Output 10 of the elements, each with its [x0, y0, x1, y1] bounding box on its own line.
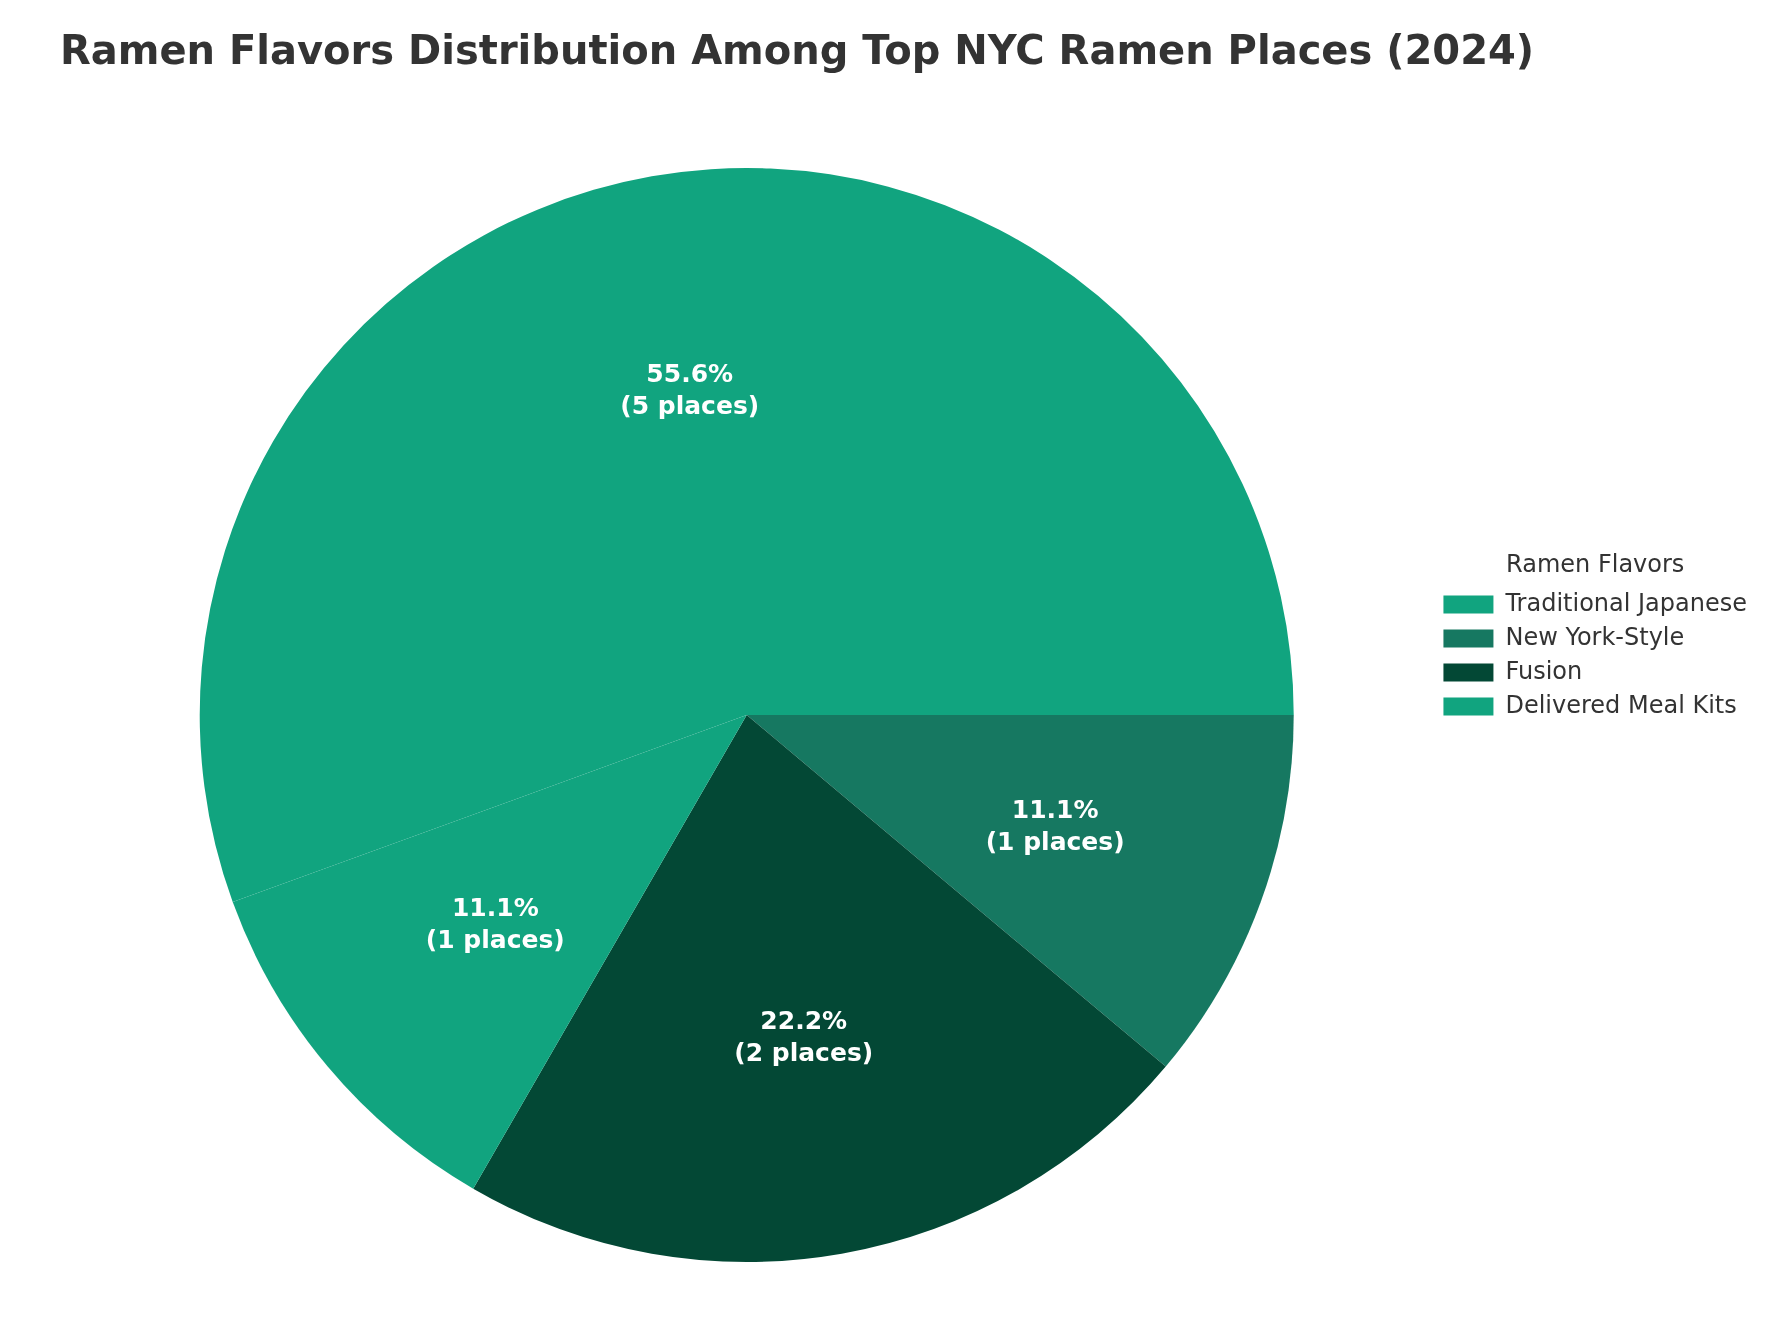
data-label: 11.1% (1 places) [425, 893, 565, 955]
legend-title: Ramen Flavors [1506, 549, 1685, 578]
data-label: 11.1% (1 places) [985, 794, 1125, 856]
data-label: 22.2% (2 places) [734, 1005, 874, 1067]
legend-label: Traditional Japanese [1504, 588, 1747, 617]
legend-label: Fusion [1505, 656, 1583, 685]
legend-label: Delivered Meal Kits [1505, 690, 1737, 719]
legend-label: New York-Style [1505, 622, 1685, 651]
data-label: 55.6% (5 places) [620, 359, 760, 421]
chart-title: Ramen Flavors Distribution Among Top NYC Ramen Places (2024) [60, 27, 1535, 74]
